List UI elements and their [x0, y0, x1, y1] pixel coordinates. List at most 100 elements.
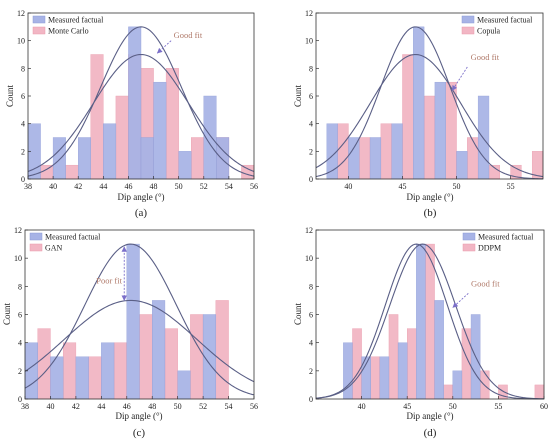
bar-model	[115, 95, 129, 180]
panel-d-y-ticks: 0 2 4 6 8 10 12	[305, 226, 319, 404]
panel-b-legend: Measured factual Copula	[461, 15, 533, 36]
bar-measured	[343, 342, 353, 400]
panel-b: 40 45 50 55 0 2 4 6 8 10 12 Measured factual Copu…	[293, 9, 544, 219]
y-tick-label: 0	[309, 395, 313, 404]
y-tick-label: 4	[309, 120, 313, 129]
bar-model	[164, 328, 178, 400]
bar-model	[388, 314, 399, 400]
panel-b-ylabel: Count	[293, 85, 303, 108]
panel-c-bars	[24, 243, 229, 400]
y-tick-label: 12	[14, 226, 22, 235]
normal-fit-curve	[24, 299, 255, 383]
panel-a-y-ticks: 0 2 4 6 8 10 12	[17, 9, 31, 184]
annotation-arrow	[451, 66, 468, 91]
annotation-arrow	[452, 293, 469, 308]
bar-measured	[152, 300, 166, 400]
y-tick-label: 6	[21, 92, 25, 101]
annotation-label: Poor fit	[96, 276, 122, 286]
bar-measured	[456, 151, 468, 180]
panel-d: 40 45 50 55 60 0 2 4 6 8 10 12 Measured factual DD…	[293, 226, 548, 439]
normal-fit-curve	[315, 243, 545, 400]
bar-model	[65, 164, 79, 180]
y-tick-label: 2	[21, 147, 25, 156]
bar-model	[88, 356, 102, 400]
legend-label-measured: Measured factual	[45, 233, 101, 242]
bar-model	[402, 54, 414, 180]
bar-measured	[413, 26, 425, 180]
y-tick-label: 8	[309, 64, 313, 73]
panel-a-label: (a)	[135, 207, 148, 219]
annotation-label: Good fit	[471, 278, 500, 288]
bar-measured	[101, 342, 115, 400]
legend-label-measured: Measured factual	[478, 233, 534, 242]
legend-swatch-measured	[29, 232, 43, 241]
legend-swatch-model	[461, 26, 475, 35]
x-tick-label: 56	[250, 182, 258, 191]
bar-model	[359, 137, 371, 180]
y-tick-label: 0	[18, 395, 22, 404]
y-tick-label: 2	[309, 147, 313, 156]
y-tick-label: 8	[18, 282, 22, 291]
bar-measured	[75, 356, 89, 400]
y-tick-label: 12	[305, 226, 313, 235]
x-tick-label: 56	[250, 402, 258, 411]
normal-fit-curve	[27, 53, 255, 172]
bar-measured	[379, 356, 390, 400]
x-tick-label: 54	[225, 182, 233, 191]
legend-swatch-model	[462, 243, 476, 252]
legend-label-model: Copula	[477, 27, 501, 36]
y-tick-label: 10	[305, 37, 313, 46]
x-tick-label: 50	[453, 182, 461, 191]
normal-fit-curve	[24, 243, 255, 396]
bar-measured	[177, 370, 191, 400]
bar-measured	[416, 243, 426, 400]
legend-swatch-model	[32, 26, 46, 35]
x-tick-label: 50	[449, 402, 457, 411]
bar-measured	[369, 137, 382, 180]
x-tick-label: 42	[74, 182, 82, 191]
panel-c-label: (c)	[133, 427, 146, 439]
panel-c-annotation: Poor fit	[96, 246, 127, 301]
annotation-label: Good fit	[471, 52, 500, 62]
panel-b-x-ticks: 40 45 50 55	[344, 176, 515, 191]
bar-measured	[52, 137, 66, 180]
bar-model	[190, 314, 204, 400]
bar-model	[37, 328, 51, 400]
x-tick-label: 52	[200, 182, 208, 191]
bar-model	[113, 342, 127, 400]
legend-label-model: Monte Carlo	[48, 27, 89, 36]
x-tick-label: 55	[507, 182, 515, 191]
bar-measured	[452, 370, 463, 400]
bar-measured	[178, 151, 192, 180]
x-tick-label: 54	[225, 402, 233, 411]
x-tick-label: 46	[124, 182, 132, 191]
bar-model	[62, 342, 77, 400]
bar-model	[445, 81, 457, 180]
y-tick-label: 6	[18, 311, 22, 320]
x-tick-label: 45	[398, 182, 406, 191]
bar-measured	[126, 243, 140, 400]
bar-model	[139, 314, 153, 400]
x-tick-label: 45	[403, 402, 411, 411]
bar-measured	[140, 137, 154, 180]
bar-model	[534, 384, 545, 400]
legend-label-model: GAN	[45, 244, 63, 253]
x-tick-label: 44	[99, 182, 107, 191]
panel-d-label: (d)	[424, 427, 437, 439]
y-tick-label: 2	[18, 367, 22, 376]
y-tick-label: 10	[305, 254, 313, 263]
y-tick-label: 12	[17, 9, 25, 18]
y-tick-label: 2	[309, 367, 313, 376]
panel-c-x-ticks: 38 40 42 44 46 48 50 52 54 56	[21, 396, 258, 411]
panel-a-curves	[27, 26, 255, 177]
panel-c-ylabel: Count	[2, 303, 12, 326]
bar-model	[370, 356, 381, 400]
panel-d-curves	[315, 243, 545, 400]
bar-measured	[391, 123, 403, 180]
panel-a-ylabel: Count	[5, 85, 15, 108]
bar-model	[467, 137, 479, 180]
legend-swatch-measured	[461, 15, 475, 24]
